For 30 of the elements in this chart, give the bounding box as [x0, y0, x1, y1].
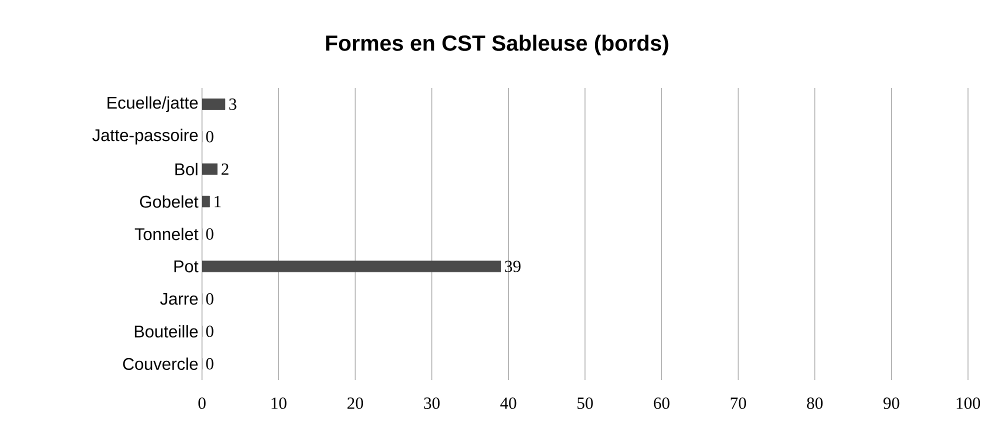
x-tick-label: 70 — [730, 398, 746, 409]
data-label: 0 — [206, 130, 214, 142]
data-label: 0 — [206, 228, 214, 240]
y-tick-label: Tonnelet — [134, 228, 198, 240]
chart-title: Formes en CST Sableuse (bords) — [326, 34, 668, 56]
x-tick-label: 10 — [272, 398, 286, 409]
x-tick-label: 40 — [500, 398, 516, 409]
data-label: 2 — [222, 163, 228, 175]
data-label: 0 — [206, 358, 214, 370]
x-tick-label: 20 — [347, 398, 364, 409]
y-tick-label: Jarre — [160, 292, 198, 305]
y-tick-label: Ecuelle/jatte — [108, 96, 198, 112]
x-tick-label: 100 — [956, 398, 980, 409]
y-tick-label: Pot — [174, 260, 198, 272]
y-tick-label: Jatte-passoire — [92, 128, 198, 145]
x-tick-label: 80 — [806, 398, 823, 409]
y-tick-label: Bol — [175, 162, 198, 176]
data-label: 39 — [505, 260, 521, 272]
x-tick-label: 50 — [578, 398, 593, 409]
y-tick-label: Gobelet — [140, 195, 198, 208]
y-tick-label: Bouteille — [134, 325, 198, 338]
x-tick-label: 0 — [198, 398, 206, 409]
x-tick-label: 30 — [424, 398, 440, 409]
y-tick-label: Couvercle — [123, 358, 198, 370]
data-label: 0 — [206, 293, 214, 305]
x-tick-label: 60 — [654, 398, 670, 409]
x-tick-label: 90 — [883, 398, 900, 409]
data-label: 3 — [229, 98, 236, 110]
data-label: 1 — [214, 196, 221, 208]
data-label: 0 — [206, 326, 214, 338]
